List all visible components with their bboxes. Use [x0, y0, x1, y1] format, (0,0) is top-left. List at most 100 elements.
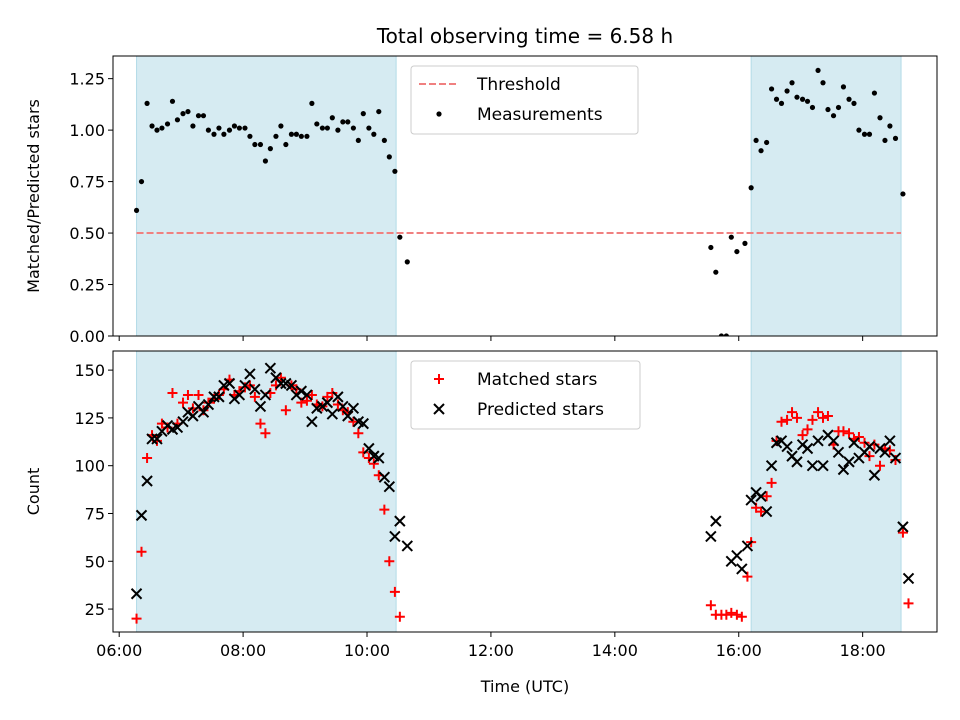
measurement-point — [138, 178, 145, 185]
matched-stars-point — [142, 453, 153, 464]
matched-stars-point — [306, 389, 317, 400]
matched-stars-point — [193, 389, 204, 400]
matched-stars-point — [802, 424, 813, 435]
measurement-point — [386, 154, 392, 160]
measurement-point — [871, 90, 878, 96]
measurement-point — [728, 234, 734, 240]
predicted-stars-point — [781, 440, 793, 453]
observing-interval-shade — [136, 55, 397, 337]
axes-frame — [112, 350, 938, 633]
matched-stars-point — [818, 412, 829, 423]
matched-stars-point — [255, 418, 266, 429]
matched-stars-point — [756, 506, 767, 517]
x-tick-label: 08:00 — [220, 641, 266, 660]
measurement-point — [252, 141, 258, 148]
measurement-point — [851, 100, 857, 106]
predicted-stars-point — [342, 410, 354, 422]
predicted-stars-point — [337, 400, 349, 413]
predicted-stars-point — [884, 435, 896, 447]
y-tick-label: 25 — [85, 600, 105, 619]
measurement-point — [273, 133, 279, 139]
measurement-point — [825, 106, 831, 113]
y-axis-label: Matched/Predicted stars — [24, 99, 43, 293]
measurement-point — [789, 80, 795, 86]
predicted-stars-point — [135, 509, 148, 522]
predicted-stars-point — [332, 391, 344, 403]
legend-measurement-swatch — [436, 111, 442, 117]
matched-stars-point — [797, 430, 808, 441]
axes-frame — [112, 55, 938, 337]
predicted-stars-point — [202, 398, 215, 411]
predicted-stars-point — [755, 490, 767, 502]
matched-stars-point — [131, 613, 142, 624]
matched-stars-point — [844, 428, 855, 439]
measurement-point — [278, 123, 284, 129]
y-tick-label: 0.50 — [69, 224, 105, 243]
measurement-point — [723, 333, 729, 336]
y-tick-label: 50 — [85, 552, 105, 571]
y-tick-label: 1.00 — [69, 121, 105, 140]
y-tick-label: 0.25 — [69, 276, 105, 295]
measurement-point — [205, 127, 212, 133]
predicted-stars-point — [394, 515, 406, 527]
predicted-stars-point — [285, 379, 298, 392]
measurement-point — [262, 158, 269, 164]
series-group — [130, 362, 915, 624]
measurement-point — [742, 240, 748, 246]
measurement-point — [180, 111, 186, 117]
measurement-point — [846, 96, 852, 102]
legend-label: Predicted stars — [477, 400, 604, 420]
matched-stars-point — [813, 407, 824, 418]
measurement-point — [887, 123, 893, 129]
predicted-stars-point — [373, 452, 385, 464]
predicted-stars-point — [791, 456, 803, 468]
measurement-point — [149, 123, 155, 129]
y-axis-label: Count — [24, 468, 43, 516]
measurement-point — [376, 108, 382, 115]
matched-stars-point — [182, 389, 193, 400]
legend-box — [410, 360, 641, 430]
predicted-stars-point — [177, 416, 189, 428]
measurement-point — [164, 121, 171, 127]
measurement-point — [174, 117, 181, 123]
measurement-point — [195, 113, 202, 119]
measurement-point — [154, 127, 160, 133]
matched-stars-point — [389, 586, 400, 597]
measurement-point — [211, 131, 217, 137]
observing-interval-shade — [750, 350, 902, 633]
predicted-stars-point — [389, 530, 401, 543]
measurement-point — [340, 119, 346, 125]
measurement-point — [778, 100, 785, 106]
predicted-stars-point — [321, 396, 334, 409]
predicted-stars-point — [843, 456, 855, 468]
matched-stars-point — [731, 609, 742, 620]
legend: Threshold Measurements — [410, 65, 639, 135]
matched-stars-point — [368, 458, 379, 469]
matched-stars-point — [771, 435, 782, 446]
predicted-stars-point — [208, 391, 220, 403]
measurement-point — [815, 67, 821, 74]
matched-stars-point — [249, 391, 260, 402]
predicted-stars-point — [848, 437, 860, 449]
measurement-point — [144, 100, 150, 106]
matched-stars-point — [875, 460, 886, 471]
matched-stars-point — [890, 454, 901, 465]
predicted-stars-point — [259, 389, 272, 401]
predicted-stars-point — [378, 471, 391, 483]
predicted-stars-point — [801, 442, 814, 455]
measurement-point — [226, 127, 233, 133]
y-tick-label: 0.00 — [69, 327, 105, 346]
predicted-stars-point — [812, 435, 824, 447]
matched-stars-point — [136, 546, 147, 557]
predicted-stars-point — [741, 540, 754, 552]
matched-stars-point — [379, 504, 390, 515]
measurement-point — [309, 100, 315, 106]
legend: Matched stars Predicted stars — [410, 360, 641, 430]
x-tick-label: 12:00 — [468, 641, 514, 660]
measurement-point — [231, 123, 238, 129]
measurement-point — [366, 125, 372, 131]
measurement-point — [360, 111, 366, 117]
matched-stars-point — [394, 611, 405, 622]
matched-stars-point — [791, 412, 802, 423]
